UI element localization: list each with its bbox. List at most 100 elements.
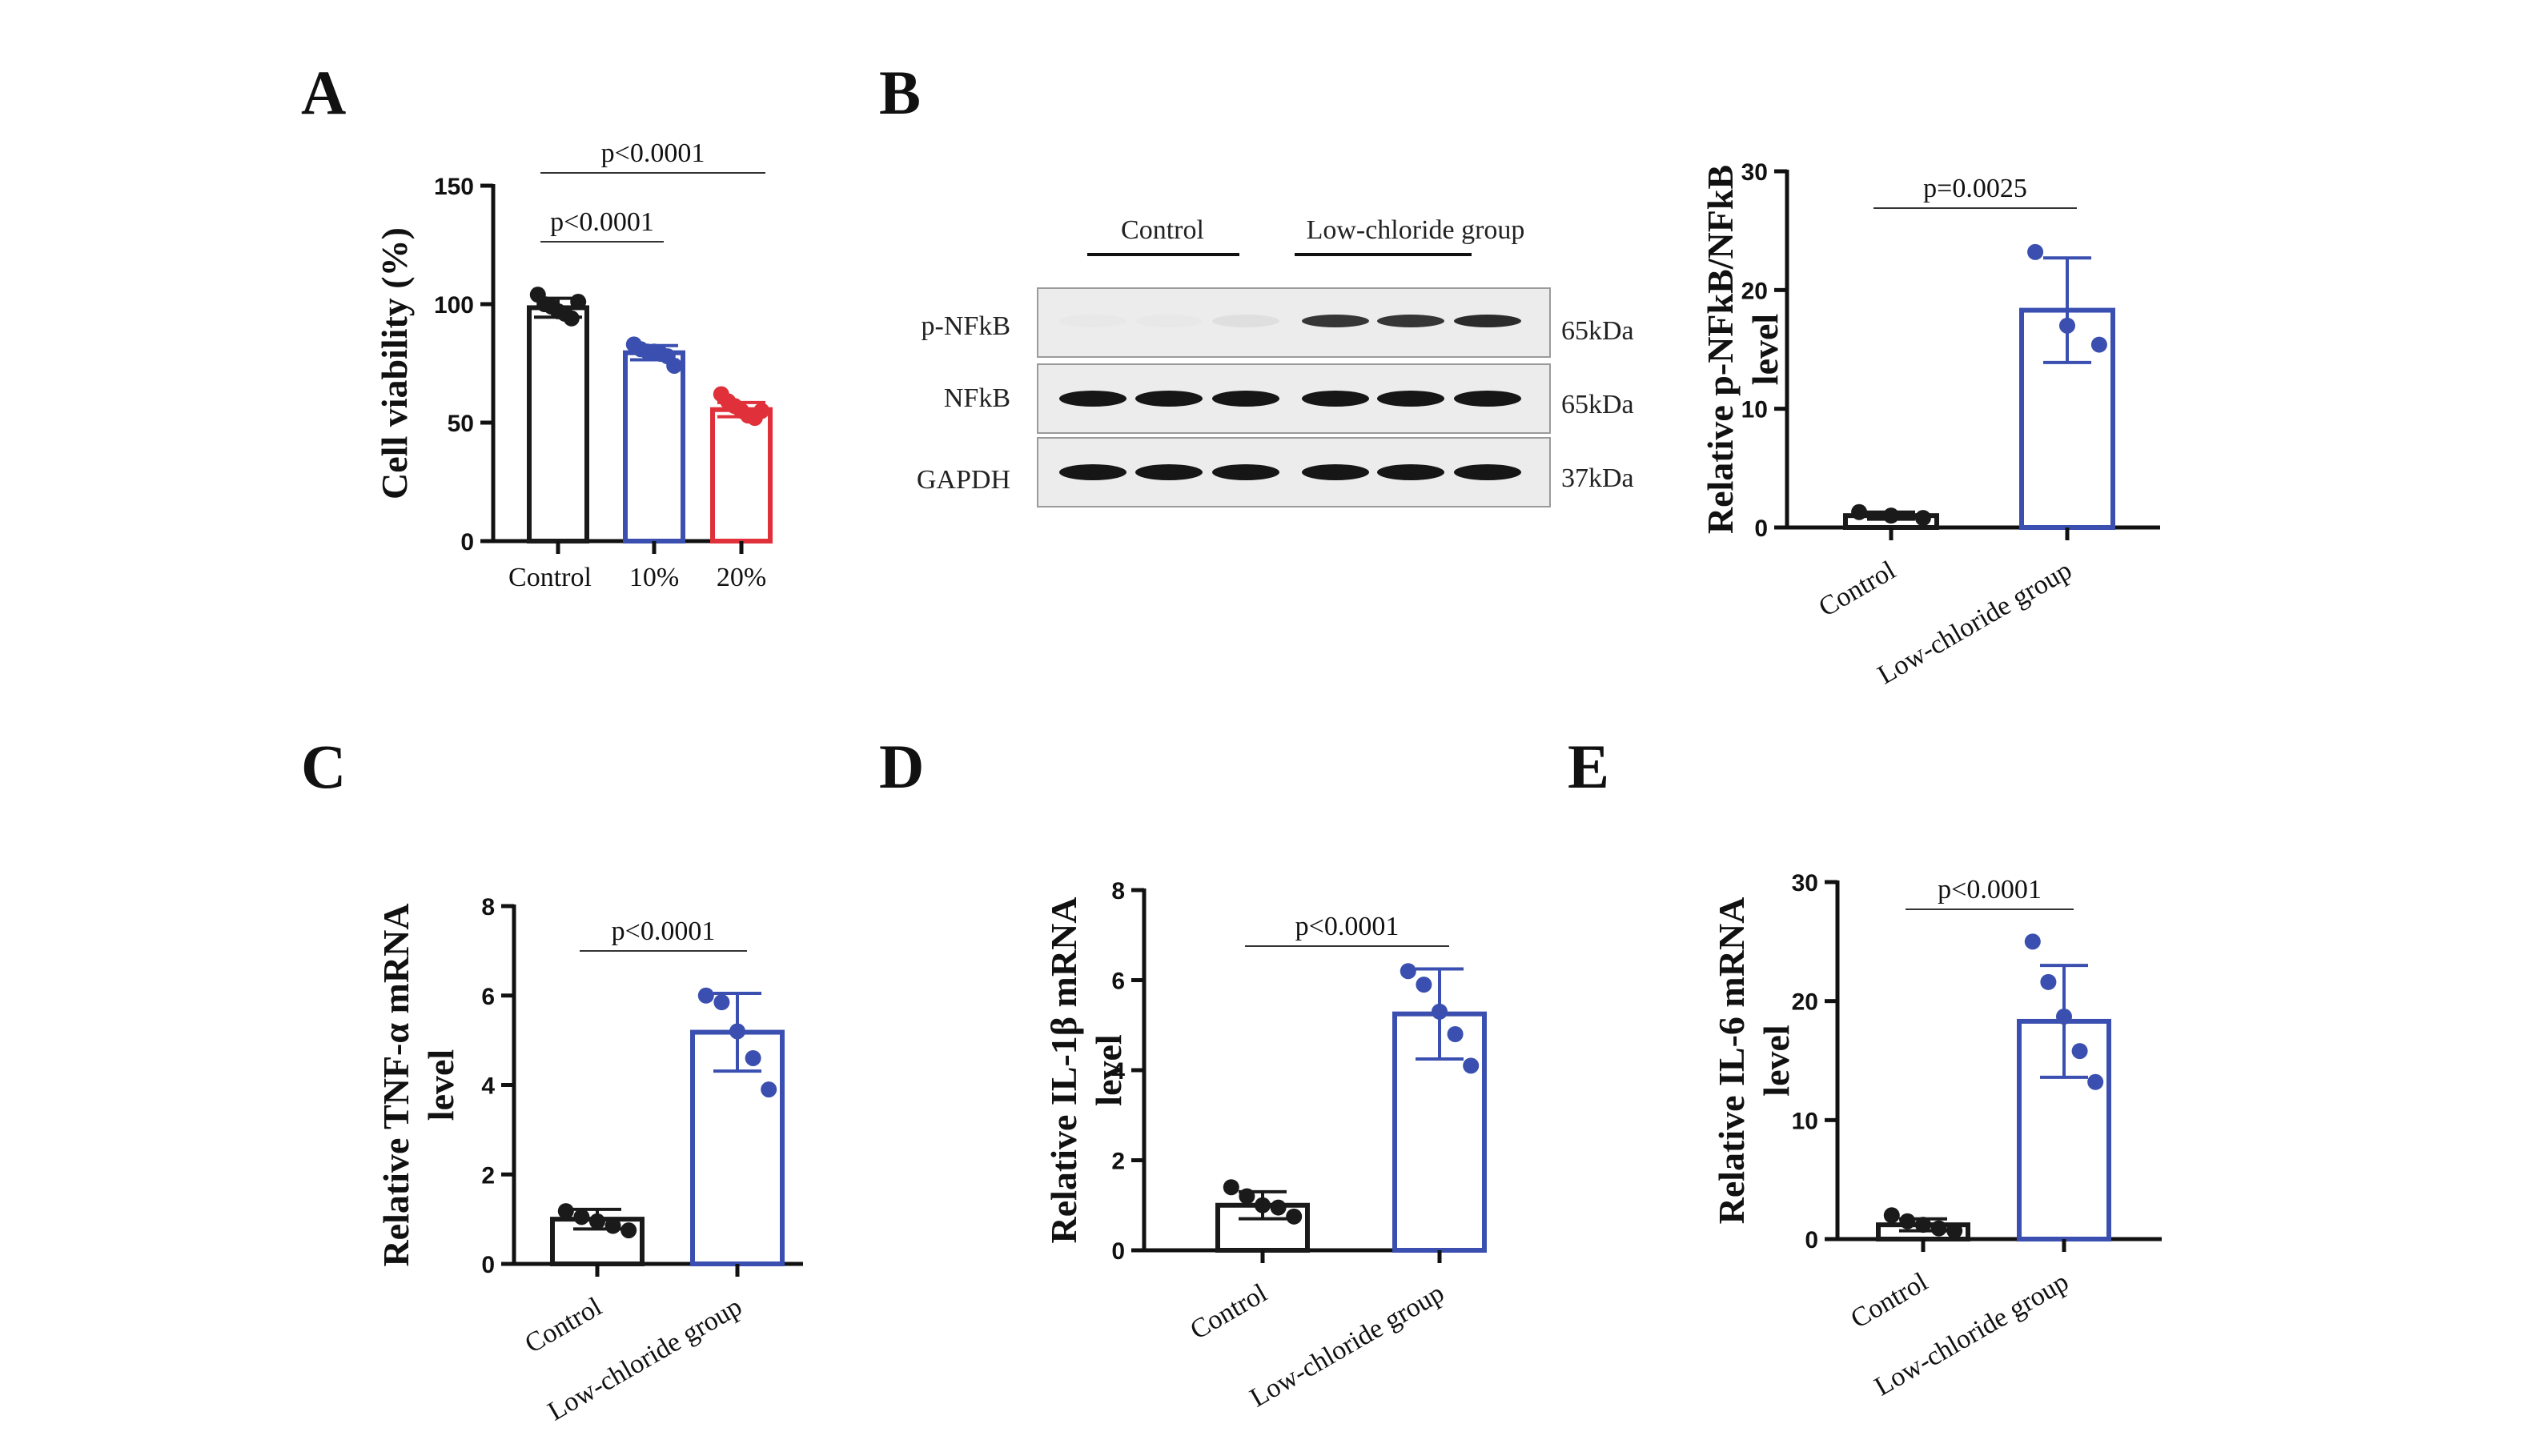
category-label-0: Control (1846, 1267, 1933, 1334)
data-point (1463, 1057, 1480, 1074)
data-point (1416, 977, 1432, 993)
data-point (2024, 933, 2041, 950)
data-point (2059, 317, 2075, 334)
panel-label-a: A (301, 58, 346, 127)
data-point (2027, 243, 2044, 260)
y-axis-title: Cell viability (%) (374, 227, 415, 499)
blot-row-label-nfkb: NFkB (944, 383, 1010, 413)
data-point (1883, 507, 1899, 524)
blot-group-control-label: Control (1121, 215, 1204, 245)
panel-label-c: C (301, 732, 346, 801)
y-axis-title-line-2: level (1745, 314, 1785, 385)
blot-band (1454, 464, 1521, 480)
data-point (1899, 1213, 1916, 1229)
y-tick-label: 10 (1741, 397, 1768, 423)
blot-band (1454, 315, 1521, 327)
category-label-0: Control (508, 563, 592, 592)
y-tick-label: 0 (1754, 515, 1768, 542)
data-point (1447, 1026, 1464, 1042)
blot-band (1302, 464, 1369, 480)
data-point (713, 994, 730, 1011)
blot-row-label-gapdh: GAPDH (917, 465, 1010, 495)
blot-size-pnfkb: 65kDa (1561, 316, 1634, 346)
blot-band (1377, 315, 1444, 327)
y-tick-label: 150 (434, 174, 474, 200)
data-point (697, 987, 714, 1004)
chart-a-cell-viability: 0 50 100 150 Control 10% 20% p<0.0001 p<0.0001 Ce… (374, 138, 773, 592)
data-point (753, 403, 770, 419)
data-point (1432, 1003, 1448, 1020)
p-value-label: p<0.0001 (550, 207, 654, 237)
p-value-label: p<0.0001 (601, 138, 705, 168)
y-tick-label: 0 (1805, 1227, 1818, 1253)
blot-band (1135, 464, 1203, 480)
category-label-0: Control (520, 1292, 607, 1359)
y-axis-title: Relative IL-1β mRNA (1043, 896, 1084, 1243)
blot-size-gapdh: 37kDa (1561, 463, 1634, 493)
data-point (2090, 336, 2107, 353)
y-tick-label: 20 (1792, 989, 1818, 1016)
blot-band (1302, 391, 1369, 407)
y-tick-label: 10 (1792, 1108, 1818, 1134)
data-point (745, 1049, 761, 1066)
y-tick-label: 100 (434, 292, 474, 319)
blot-row-label-pnfkb: p-NFkB (922, 311, 1010, 341)
y-axis-title-line-2: level (420, 1049, 461, 1121)
data-point (2071, 1043, 2088, 1060)
y-tick-label: 8 (1111, 878, 1125, 904)
category-label-1: Low-chloride group (1245, 1278, 1449, 1413)
blot-group-lowcl-label: Low-chloride group (1307, 215, 1525, 245)
data-point (557, 1203, 574, 1220)
data-point (2056, 1008, 2072, 1025)
blot-band (1454, 391, 1521, 407)
category-label-0: Control (1186, 1278, 1272, 1346)
data-point (1400, 963, 1416, 980)
category-label-2: 20% (717, 563, 766, 592)
data-point (666, 357, 683, 374)
blot-band (1135, 315, 1203, 327)
data-point (620, 1222, 637, 1239)
data-point (1223, 1179, 1239, 1196)
y-tick-label: 2 (1111, 1149, 1125, 1175)
bar-2 (710, 407, 773, 543)
y-axis-title: Relative p-NFkB/NFkB (1700, 165, 1741, 534)
data-point (1851, 503, 1868, 520)
y-tick-label: 6 (1111, 969, 1125, 995)
data-point (1915, 1217, 1931, 1233)
y-tick-label: 30 (1792, 870, 1818, 896)
blot-band (1302, 315, 1369, 327)
panel-label-d: D (879, 732, 924, 801)
p-value-label: p<0.0001 (1938, 875, 2042, 904)
p-value-label: p<0.0001 (612, 917, 716, 946)
y-tick-label: 0 (460, 529, 474, 556)
blot-band (1059, 315, 1126, 327)
blot-band (1212, 315, 1279, 327)
data-point (563, 310, 580, 327)
blot-band (1059, 464, 1126, 480)
data-point (729, 1023, 745, 1040)
y-tick-label: 0 (1111, 1238, 1125, 1265)
data-point (2087, 1073, 2104, 1090)
data-point (573, 1209, 590, 1225)
bar-0 (527, 305, 589, 543)
y-tick-label: 4 (481, 1073, 495, 1100)
p-value-label: p<0.0001 (1295, 912, 1400, 941)
blot-band (1212, 391, 1279, 407)
y-tick-label: 50 (448, 411, 474, 437)
blot-size-nfkb: 65kDa (1561, 390, 1634, 419)
blot-band (1212, 464, 1279, 480)
data-point (1255, 1197, 1271, 1213)
y-tick-label: 4 (1111, 1058, 1125, 1085)
y-axis-title: Relative IL-6 mRNA (1711, 897, 1752, 1225)
data-point (589, 1213, 605, 1229)
data-point (1883, 1207, 1900, 1224)
blot-band (1377, 391, 1444, 407)
y-tick-label: 8 (481, 894, 495, 921)
y-axis-title-line-2: level (1756, 1025, 1797, 1096)
y-tick-label: 20 (1741, 278, 1768, 304)
data-point (1286, 1208, 1303, 1225)
data-point (1914, 510, 1931, 527)
